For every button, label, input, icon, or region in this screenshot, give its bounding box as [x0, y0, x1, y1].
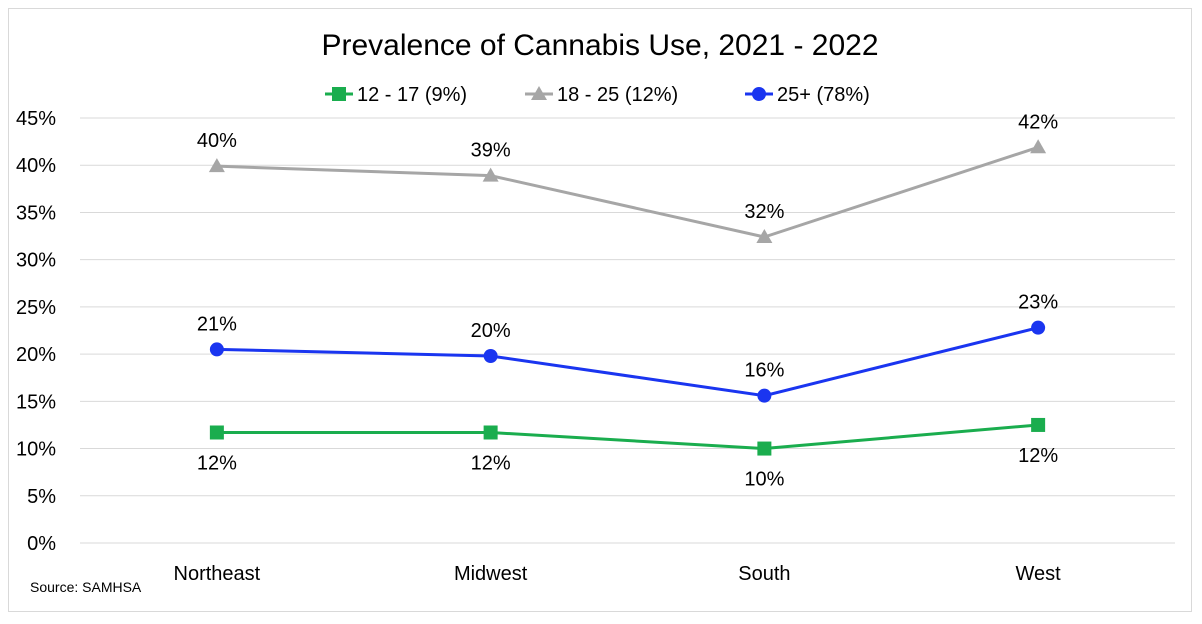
y-tick-label: 5% [27, 486, 56, 508]
square-marker [483, 425, 498, 440]
circle-marker [483, 349, 498, 363]
chart-frame [8, 8, 1192, 612]
data-label: 20% [471, 320, 511, 342]
series-group: 21% 20% 16% 23% [197, 292, 1058, 403]
triangle-marker [1030, 139, 1047, 154]
series-line [216, 423, 1039, 451]
data-label: 40% [197, 130, 237, 152]
x-tick-label: Northeast [174, 563, 261, 585]
data-label: 12% [197, 453, 237, 475]
x-tick-label: Midwest [454, 563, 528, 585]
triangle-marker [756, 229, 773, 243]
square-marker [332, 87, 346, 101]
y-tick-label: 10% [16, 439, 56, 461]
data-label: 10% [744, 469, 784, 491]
square-marker [1031, 417, 1046, 432]
y-tick-label: 20% [16, 344, 56, 366]
series-line [216, 145, 1039, 239]
legend-label: 12 - 17 (9%) [357, 84, 467, 106]
series-group: 12% 12% 10% 12% [197, 417, 1058, 491]
data-label: 42% [1018, 111, 1058, 133]
y-tick-label: 0% [27, 533, 56, 555]
data-label: 21% [197, 313, 237, 335]
circle-marker [757, 388, 772, 403]
triangle-marker [482, 167, 499, 182]
data-label: 23% [1018, 292, 1058, 314]
circle-marker [1031, 320, 1046, 335]
data-label: 39% [471, 140, 511, 162]
circle-marker [752, 87, 766, 101]
triangle-marker [531, 86, 547, 100]
chart-title: Prevalence of Cannabis Use, 2021 - 2022 [321, 29, 878, 62]
legend-label: 18 - 25 (12%) [557, 84, 678, 106]
y-tick-label: 30% [16, 250, 56, 272]
legend-item: 25+ (78%) [745, 84, 870, 106]
series-group: 40% 39% 32% 42% [197, 111, 1058, 243]
x-tick-label: South [738, 563, 790, 585]
y-tick-label: 15% [16, 391, 56, 413]
circle-marker [209, 342, 224, 357]
x-tick-label: West [1016, 563, 1062, 585]
source-note: Source: SAMHSA [30, 579, 142, 595]
legend-item: 12 - 17 (9%) [325, 84, 467, 106]
data-label: 12% [1018, 445, 1058, 467]
series-lines: 12% 12% 10% 12% 40% 39% 32% 42% 21% 20% 16% 23% [197, 111, 1058, 490]
legend-label: 25+ (78%) [777, 84, 870, 106]
data-label: 16% [744, 360, 784, 382]
legend: 12 - 17 (9%) 18 - 25 (12%) 25+ (78%) [325, 84, 870, 106]
triangle-marker [208, 158, 225, 173]
y-tick-label: 35% [16, 202, 56, 224]
data-label: 32% [744, 201, 784, 223]
x-axis-ticks: Northeast Midwest South West [174, 563, 1062, 585]
y-axis-ticks: 0% 5% 10% 15% 20% 25% 30% 35% 40% 45% [16, 108, 56, 555]
y-tick-label: 40% [16, 155, 56, 177]
y-tick-label: 45% [16, 108, 56, 130]
square-marker [209, 425, 224, 440]
legend-item: 18 - 25 (12%) [525, 84, 678, 106]
gridlines [80, 117, 1175, 544]
data-label: 12% [471, 453, 511, 475]
series-line [216, 326, 1039, 398]
y-tick-label: 25% [16, 297, 56, 319]
square-marker [757, 441, 772, 456]
